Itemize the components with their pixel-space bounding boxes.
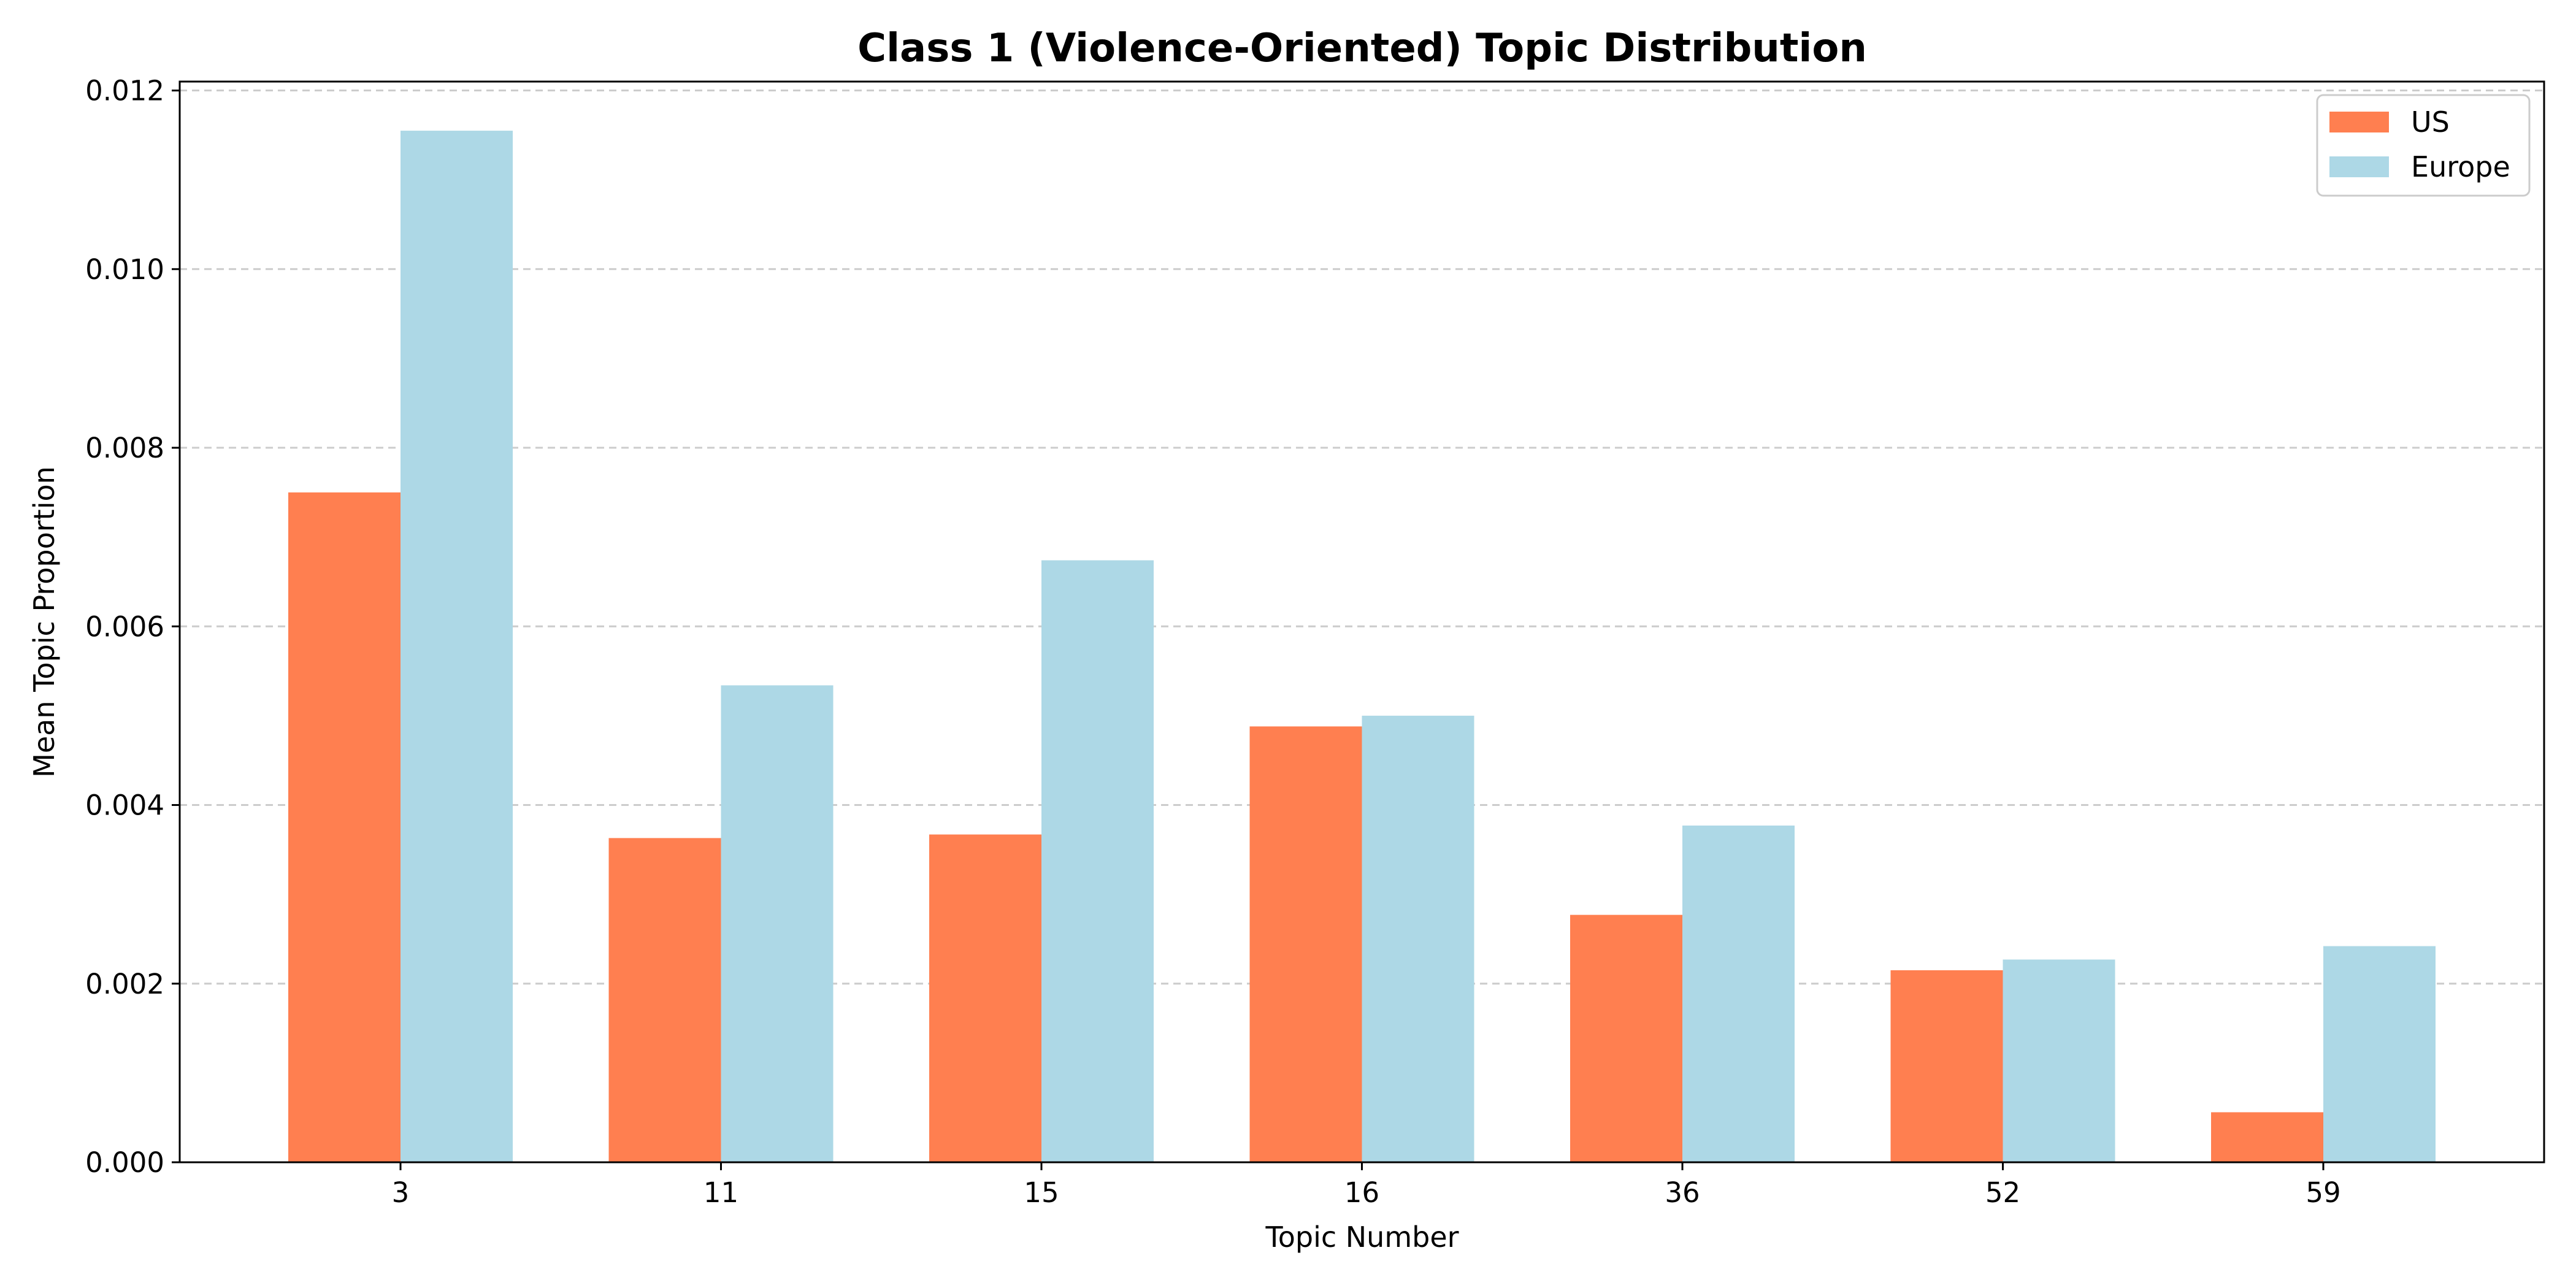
bar-us-15 xyxy=(929,834,1041,1162)
chart-title: Class 1 (Violence-Oriented) Topic Distri… xyxy=(857,26,1867,71)
x-axis-ticks: 3 11 15 16 36 52 59 xyxy=(392,1162,2341,1209)
bar-europe-11 xyxy=(721,685,834,1162)
bar-us-59 xyxy=(2211,1112,2323,1162)
y-tick-label: 0.010 xyxy=(85,253,164,286)
legend-label-us: US xyxy=(2411,105,2450,139)
y-tick-label: 0.012 xyxy=(85,75,164,107)
y-tick-label: 0.000 xyxy=(85,1146,164,1179)
bar-europe-16 xyxy=(1362,715,1474,1162)
legend-swatch-europe xyxy=(2329,156,2389,177)
bar-us-36 xyxy=(1570,914,1682,1162)
bar-us-11 xyxy=(608,838,721,1162)
x-tick-label: 11 xyxy=(703,1176,738,1209)
y-axis-ticks: 0.000 0.002 0.004 0.006 0.008 0.010 0.012 xyxy=(85,75,180,1179)
bar-europe-59 xyxy=(2323,946,2436,1162)
bar-us-52 xyxy=(1890,970,2003,1162)
bars xyxy=(288,131,2436,1162)
x-tick-label: 59 xyxy=(2306,1176,2340,1209)
bar-europe-3 xyxy=(401,131,513,1162)
y-tick-label: 0.004 xyxy=(85,789,164,822)
bar-us-3 xyxy=(288,492,401,1162)
bar-europe-36 xyxy=(1682,826,1795,1162)
legend-swatch-us xyxy=(2329,112,2389,132)
bar-europe-15 xyxy=(1041,560,1154,1162)
legend: US Europe xyxy=(2316,94,2531,197)
legend-label-europe: Europe xyxy=(2411,150,2510,183)
x-tick-label: 16 xyxy=(1344,1176,1379,1209)
y-tick-label: 0.002 xyxy=(85,968,164,1000)
y-tick-label: 0.008 xyxy=(85,432,164,464)
y-tick-label: 0.006 xyxy=(85,610,164,643)
y-axis-label: Mean Topic Proportion xyxy=(28,466,61,778)
bar-us-16 xyxy=(1249,726,1362,1162)
x-tick-label: 15 xyxy=(1024,1176,1059,1209)
bar-europe-52 xyxy=(2003,959,2115,1162)
x-axis-label: Topic Number xyxy=(1265,1221,1459,1254)
x-tick-label: 3 xyxy=(392,1176,410,1209)
x-tick-label: 36 xyxy=(1665,1176,1700,1209)
x-tick-label: 52 xyxy=(1985,1176,2020,1209)
